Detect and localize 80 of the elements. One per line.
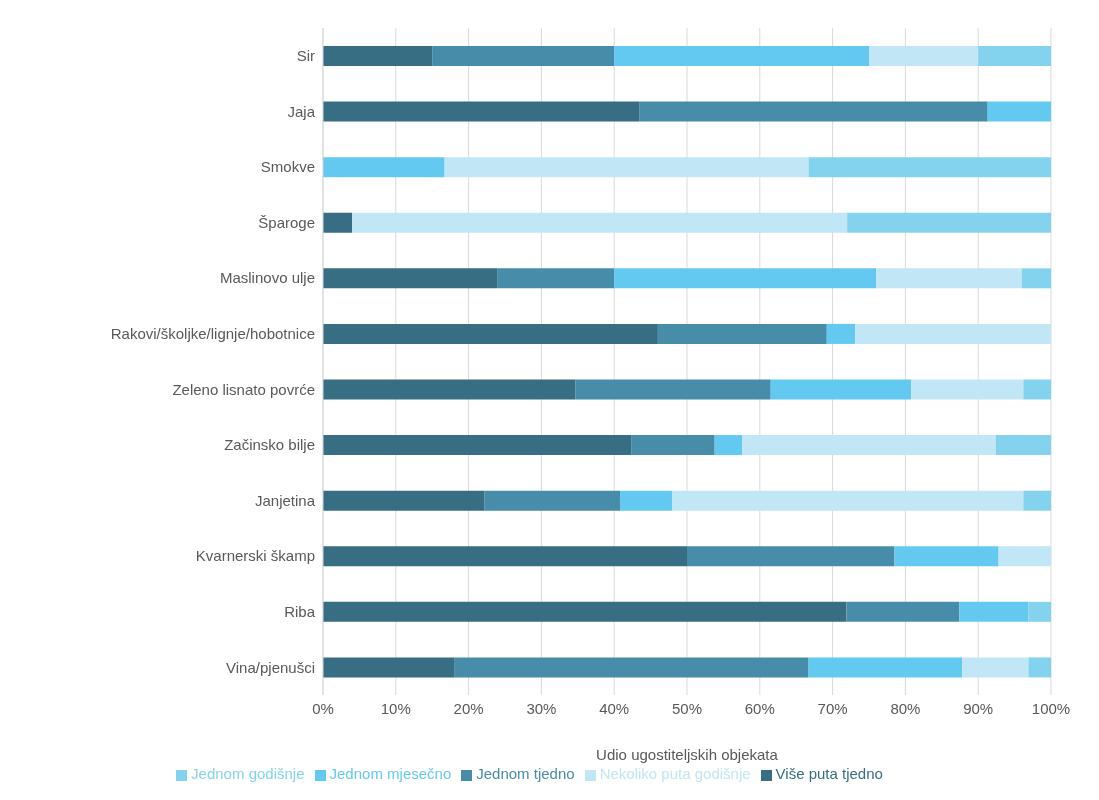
bar (323, 157, 445, 178)
x-tick-label: 50% (671, 699, 703, 717)
bar (352, 212, 848, 233)
bar (894, 546, 999, 567)
x-tick-label: 100% (1031, 699, 1071, 717)
bar (847, 212, 1051, 233)
bar (323, 323, 658, 344)
bar (484, 490, 621, 511)
bar (1023, 490, 1051, 511)
bar (575, 379, 771, 400)
y-tick-label: Maslinovo ulje (219, 269, 315, 287)
legend-label: Jednom tjedno (476, 765, 575, 782)
x-tick-label: 90% (963, 699, 994, 717)
y-tick-label: Jaja (287, 102, 316, 120)
bar (687, 546, 895, 567)
bar (620, 490, 673, 511)
x-axis-title: Udio ugostiteljskih objekata (596, 746, 779, 763)
bar (323, 601, 847, 622)
y-tick-label: Smokve (260, 158, 315, 176)
bar (672, 490, 1024, 511)
bar (808, 657, 963, 678)
x-tick-label: 80% (890, 699, 921, 717)
bar (978, 46, 1051, 66)
bar (614, 46, 869, 66)
bar (869, 46, 979, 66)
bar (855, 323, 1051, 344)
legend-label: Više puta tjedno (775, 765, 883, 782)
bar (1028, 601, 1051, 622)
bar (962, 657, 1029, 678)
y-tick-label: Kvarnerski škamp (195, 547, 315, 565)
y-tick-label: Janjetina (254, 491, 316, 509)
bar (876, 268, 1022, 289)
bar (323, 212, 353, 233)
x-tick-label: 60% (744, 699, 775, 717)
bar (770, 379, 912, 400)
bar (639, 101, 988, 122)
bar (846, 601, 960, 622)
bar (323, 490, 485, 511)
bar (995, 435, 1051, 456)
bar (1023, 379, 1051, 400)
x-tick-label: 70% (817, 699, 848, 717)
bar (323, 46, 433, 66)
bar (444, 157, 809, 178)
x-tick-label: 10% (380, 699, 411, 717)
legend-label: Nekoliko puta godišnje (599, 765, 751, 782)
bar (959, 601, 1029, 622)
bar (454, 657, 809, 678)
x-tick-label: 0% (312, 699, 334, 717)
y-tick-label: Riba (284, 602, 316, 620)
x-tick-label: 20% (453, 699, 484, 717)
bar (614, 268, 877, 289)
y-tick-label: Vina/pjenušci (226, 658, 315, 676)
bar (323, 379, 576, 400)
bar (631, 435, 715, 456)
y-tick-label: Sir (296, 47, 315, 65)
bar (1028, 657, 1051, 678)
bar (323, 268, 498, 289)
bar (323, 435, 632, 456)
legend-label: Jednom mjesečno (329, 765, 452, 782)
bar (432, 46, 615, 66)
bar (826, 323, 856, 344)
x-tick-label: 30% (526, 699, 557, 717)
bar (323, 101, 640, 122)
bar (657, 323, 827, 344)
bar (742, 435, 996, 456)
y-tick-label: Šparoge (258, 213, 315, 231)
bar (714, 435, 743, 456)
bar (1021, 268, 1051, 289)
bar (808, 157, 1051, 178)
bar (497, 268, 615, 289)
bar (987, 101, 1051, 122)
y-tick-label: Zeleno lisnato povrće (172, 380, 315, 398)
bar (323, 657, 455, 678)
bar (911, 379, 1024, 400)
bar (323, 546, 687, 567)
y-tick-label: Začinsko bilje (224, 436, 315, 454)
legend-label: Jednom godišnje (191, 765, 305, 782)
y-tick-label: Rakovi/školjke/lignje/hobotnice (110, 325, 315, 343)
bar (998, 546, 1051, 567)
x-tick-label: 40% (599, 699, 630, 717)
